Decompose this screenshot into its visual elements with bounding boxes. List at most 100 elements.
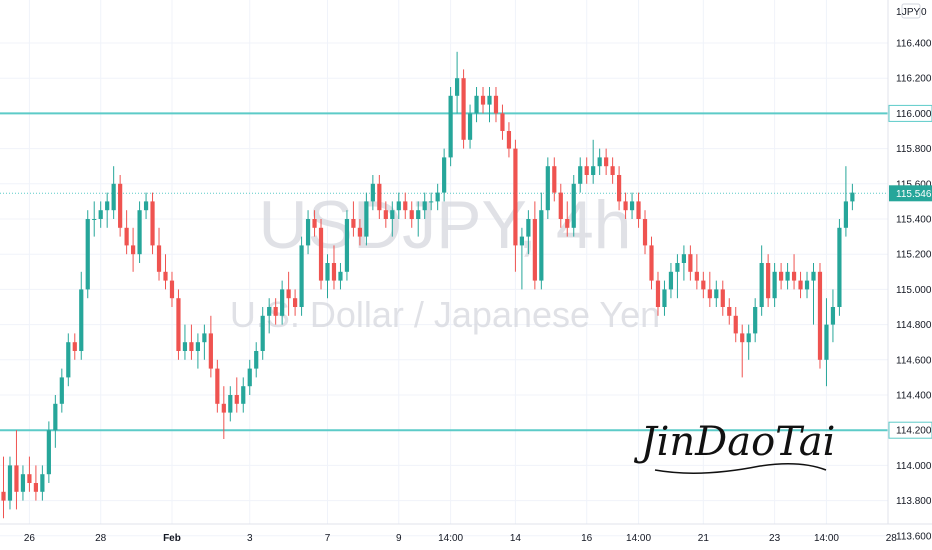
candle-body xyxy=(474,95,479,114)
candle-body xyxy=(837,227,842,307)
candle-body xyxy=(623,201,628,211)
candle xyxy=(545,157,550,219)
candle xyxy=(422,192,427,219)
candle xyxy=(539,192,544,290)
candle xyxy=(40,465,45,501)
candle xyxy=(72,333,77,360)
candle xyxy=(1,456,6,519)
candle-body xyxy=(228,395,233,413)
candle xyxy=(14,430,19,510)
candle-body xyxy=(267,307,272,316)
candle-body xyxy=(338,271,343,281)
candle-body xyxy=(72,342,77,351)
price-labels: 116.000 114.200 115.546 xyxy=(888,104,932,439)
candle xyxy=(558,183,563,228)
price-tick-label: 116.200 xyxy=(896,74,932,85)
candle xyxy=(247,359,252,395)
candle xyxy=(694,254,699,290)
candle xyxy=(649,236,654,290)
candle xyxy=(260,307,265,360)
candle-body xyxy=(176,298,181,351)
candle-body xyxy=(221,403,226,413)
candle-body xyxy=(636,201,641,219)
candle-body xyxy=(351,219,356,228)
candle xyxy=(837,219,842,316)
candle xyxy=(474,87,479,123)
candle-body xyxy=(377,183,382,211)
candle xyxy=(124,210,129,255)
candle xyxy=(467,104,473,149)
candle-body xyxy=(565,219,570,228)
candle xyxy=(584,157,589,184)
candle xyxy=(480,87,486,114)
candle xyxy=(409,201,414,228)
candle-body xyxy=(370,183,375,202)
candle xyxy=(92,201,97,237)
candle xyxy=(331,245,337,290)
candle-body xyxy=(27,474,32,483)
candle xyxy=(707,271,712,307)
candle xyxy=(377,175,382,219)
candle xyxy=(506,122,512,158)
candle-body xyxy=(746,333,751,343)
candle-body xyxy=(318,227,324,281)
candle xyxy=(830,289,836,343)
candle xyxy=(403,192,408,219)
candle-body xyxy=(843,201,848,228)
candle xyxy=(396,192,401,219)
candle-body xyxy=(688,254,693,272)
time-tick-label: 9 xyxy=(396,533,402,544)
candle-body xyxy=(493,95,499,114)
candle-body xyxy=(124,227,129,246)
candle xyxy=(7,456,13,510)
candle-body xyxy=(85,219,90,290)
candle-body xyxy=(312,219,317,228)
candle xyxy=(176,289,181,360)
price-tick-label: 115.800 xyxy=(896,144,932,155)
currency-label: JPY xyxy=(902,7,921,18)
candle-body xyxy=(293,298,298,307)
candle xyxy=(461,69,466,149)
candle-body xyxy=(442,157,447,193)
candle-body xyxy=(675,263,680,272)
price-tick-label: 114.600 xyxy=(896,355,932,366)
candle-body xyxy=(552,166,557,193)
candle-body xyxy=(273,307,278,316)
candle-body xyxy=(299,245,304,307)
currency-box xyxy=(901,3,921,19)
candle xyxy=(779,263,784,290)
candle xyxy=(701,271,706,299)
candle xyxy=(344,210,350,281)
level-price-label: 114.200 xyxy=(896,426,932,437)
candle xyxy=(642,210,648,255)
candle xyxy=(578,157,583,193)
candle xyxy=(597,148,602,175)
price-tick-label: 115.600 xyxy=(896,179,932,190)
candle-body xyxy=(558,192,563,219)
candle-body xyxy=(280,289,285,316)
candle xyxy=(46,421,51,483)
candle-body xyxy=(53,403,58,431)
candle xyxy=(811,263,816,325)
candle xyxy=(312,210,317,237)
candle xyxy=(59,368,64,413)
candle-body xyxy=(519,236,524,246)
candle xyxy=(280,280,285,325)
candle-body xyxy=(850,192,855,202)
candle-body xyxy=(772,271,777,299)
price-tick-label: 114.400 xyxy=(896,391,932,402)
top-corner-left: 1 xyxy=(896,7,902,18)
candle-body xyxy=(545,166,550,211)
candle xyxy=(843,166,848,237)
candle-body xyxy=(798,280,803,290)
candle xyxy=(105,192,110,228)
candle-body xyxy=(247,368,252,387)
candle xyxy=(79,271,84,360)
candle-body xyxy=(610,166,615,175)
candle-body xyxy=(234,395,239,404)
candle xyxy=(131,227,136,272)
candle-body xyxy=(305,219,311,246)
time-tick-label: 26 xyxy=(24,533,36,544)
